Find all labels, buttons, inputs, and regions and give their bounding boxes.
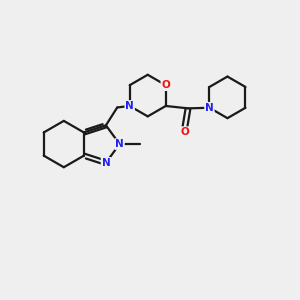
Text: N: N (102, 158, 110, 168)
Text: O: O (161, 80, 170, 90)
Text: O: O (180, 127, 189, 137)
Text: N: N (125, 101, 134, 111)
Text: N: N (115, 139, 124, 149)
Text: N: N (205, 103, 214, 113)
